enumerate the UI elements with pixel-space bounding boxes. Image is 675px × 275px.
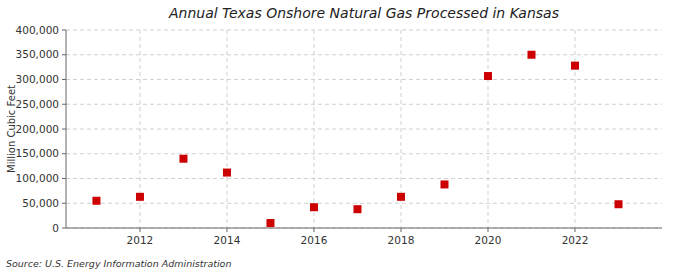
point [397,193,405,201]
tick [226,228,227,232]
y-axis-label: Million Cubic Feet [6,85,17,173]
point [440,180,448,188]
tick-label: 2018 [388,234,415,246]
grid-line [487,30,488,228]
grid-line [66,178,662,179]
point [92,197,100,205]
grid-line [66,79,662,80]
point [179,155,187,163]
tick [62,153,66,154]
axes: 0 50,000 100,000 150,000 200,000 250,000 300,0… [16,24,662,247]
tick-label: 300,000 [16,73,59,85]
source-note: Source: U.S. Energy Information Administ… [6,258,231,269]
chart: 0 50,000 100,000 150,000 200,000 250,000 300,0… [0,0,675,275]
grid-line [66,54,662,55]
grid-line [66,104,662,105]
tick-label: 2020 [475,234,502,246]
grid-line [66,228,662,229]
tick [62,178,66,179]
point [614,200,622,208]
tick-label: 100,000 [16,172,59,184]
tick [62,104,66,105]
point [527,51,535,59]
tick [574,228,575,232]
tick-label: 150,000 [16,147,59,159]
tick [62,203,66,204]
point [266,219,274,227]
grid-line [574,30,575,228]
x-axis-line [66,228,662,229]
tick-label: 2016 [301,234,328,246]
tick [62,79,66,80]
point [223,169,231,177]
tick-label: 2012 [127,234,154,246]
grid-line [66,153,662,154]
tick-label: 50,000 [22,197,59,209]
tick-label: 350,000 [16,48,59,60]
point [353,205,361,213]
point [136,193,144,201]
tick-label: 250,000 [16,98,59,110]
tick-label: 0 [52,222,59,234]
tick [487,228,488,232]
tick [400,228,401,232]
point [310,203,318,211]
point [484,72,492,80]
tick-label: 200,000 [16,123,59,135]
grid [66,30,662,228]
point [571,62,579,70]
tick [62,30,66,31]
grid-line [226,30,227,228]
tick [62,228,66,229]
tick [62,54,66,55]
grid-line [313,30,314,228]
grid-line [66,30,662,31]
tick [62,129,66,130]
tick-label: 2014 [214,234,241,246]
tick [139,228,140,232]
y-axis-line [66,30,67,228]
grid-line [66,129,662,130]
tick [313,228,314,232]
title: Annual Texas Onshore Natural Gas Process… [168,5,559,21]
tick-label: 2022 [562,234,589,246]
grid-line [66,203,662,204]
points [92,51,622,227]
tick-label: 400,000 [16,24,59,36]
